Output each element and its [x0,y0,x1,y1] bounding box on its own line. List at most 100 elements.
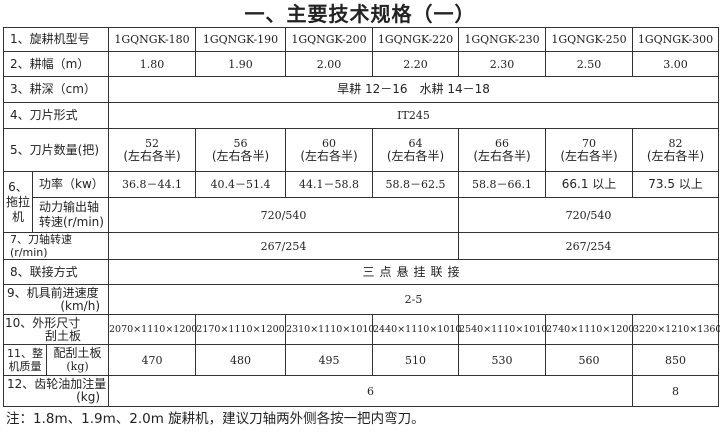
table-row-blade-type: 4、刀片形式 IT245 [2,102,720,129]
value-cell: 510 [372,344,460,376]
value-cell: 2.50 [545,51,634,77]
table-row-blade-count: 5、刀片数量(把) 52 (左右各半) 56 (左右各半) 60 (左右各半) 64(… [2,128,720,172]
value-cell: 58.8－66.1 [458,171,547,198]
model-cell: 1GQNGK-220 [372,27,460,52]
value-cell: 470 [108,344,197,376]
value-cell: 1.90 [195,51,287,77]
value-cell: 66.1 以上 [545,171,634,198]
label-unit: (kg) [76,390,101,404]
value-cell: 6 [108,375,634,407]
count: 56 [233,137,248,150]
value-cell: IT245 [108,102,720,129]
count: 82 [668,137,683,150]
label-line: 10、外形尺寸 [5,315,81,330]
row-label: 功率（kw） [31,171,110,198]
row-label: 1、旋耕机型号 [2,27,110,52]
table-row-pto: 动力输出轴转速(r/min) 720/540 720/540 [4,197,720,233]
table-row-speed: 9、机具前进速度 (km/h) 2-5 [2,284,720,315]
value-cell: 60 (左右各半) [285,128,374,172]
value-cell: 66 (左右各半) [458,128,547,172]
value-cell: 70 (左右各半) [545,128,634,172]
row-label: 2、耕幅（m） [2,51,110,77]
label-main: 11、整机质量 [4,345,47,375]
value-cell: 3220×1210×1360 [632,314,720,345]
row-label: 12、齿轮油加注量 (kg) [2,375,110,407]
value-cell: 52 (左右各半) [108,128,197,172]
value-cell: 64 (左右各半) [372,128,460,172]
label-line: 9、机具前进速度 [7,285,99,300]
count-note: (左右各半) [300,149,358,163]
value-cell: 40.4－51.4 [195,171,287,198]
row-label: 3、耕深（cm） [2,76,110,103]
row-label: 6、拖拉机 [3,171,33,233]
table-row-dims: 10、外形尺寸 刮土板 2070×1110×1200 2170×1110×1200… [2,314,720,345]
spec-table: 1、旋耕机型号 1GQNGK-180 1GQNGK-190 1GQNGK-200… [2,27,720,407]
count-note: (左右各半) [211,149,270,163]
table-row-power: 6、拖拉机 功率（kw） 36.8－44.1 40.4－51.4 44.1－58… [3,171,720,233]
count: 70 [582,137,597,150]
count-note: (左右各半) [123,149,181,163]
row-label: 7、刀轴转速(r/min) [2,232,110,260]
value-cell: 2-5 [108,284,720,315]
value-cell: 2170×1110×1200 [195,314,287,345]
model-cell: 1GQNGK-230 [458,27,547,52]
value-cell: 1.80 [108,51,197,77]
table-row-depth: 3、耕深（cm） 旱耕 12－16 水耕 14－18 [2,76,720,103]
row-label: 动力输出轴转速(r/min) [31,197,110,233]
label-line: 配刮土板 [53,346,102,360]
count-note: (左右各半) [473,149,531,163]
table-row-model: 1、旋耕机型号 1GQNGK-180 1GQNGK-190 1GQNGK-200… [2,27,720,52]
value-cell: 267/254 [108,232,460,260]
count-note: (左右各半) [560,149,618,163]
table-row-mass: 11、整机质量 配刮土板 (kg) 470 480 495 510 530 560… [2,344,720,376]
value-cell: 2740×1110×1200 [545,314,634,345]
value-cell: 3.00 [632,51,720,77]
mass-label-box: 11、整机质量 配刮土板 (kg) [4,345,108,375]
count-note: (左右各半) [646,149,705,163]
value-cell: 850 [632,344,720,376]
model-cell: 1GQNGK-180 [108,27,197,52]
value-cell: 73.5 以上 [632,171,720,198]
value-cell: 82 (左右各半) [632,128,720,172]
value-cell: 267/254 [458,232,720,260]
model-cell: 1GQNGK-250 [545,27,634,52]
value-cell: 2540×1110×1010 [458,314,547,345]
value-cell: 56 (左右各半) [195,128,287,172]
value-cell: 36.8－44.1 [108,171,197,198]
value-cell: 8 [632,375,720,407]
value-cell: 2.30 [458,51,547,77]
value-cell: 2310×1110×1010 [285,314,374,345]
label-line: 刮土板 [45,328,82,343]
label-sub: 配刮土板 (kg) [47,345,108,375]
value-cell: 480 [195,344,287,376]
row-label: 5、刀片数量(把) [2,128,110,172]
label-unit: (kg) [66,360,89,373]
value-cell: 720/540 [108,197,460,233]
count: 60 [322,137,337,150]
label-unit: (km/h) [60,298,101,313]
page-title: 一、主要技术规格（一） [244,2,476,26]
value-cell: 495 [285,344,374,376]
value-cell: 560 [545,344,634,376]
count-note: (左右各半) [386,149,445,163]
value-cell: 2070×1110×1200 [108,314,197,345]
value-cell: 2.20 [372,51,460,77]
value-cell: 720/540 [458,197,720,233]
row-label: 10、外形尺寸 刮土板 [2,314,110,345]
count: 64 [408,137,423,150]
row-label: 8、联接方式 [2,259,110,285]
value-cell: 58.8－62.5 [372,171,460,198]
model-cell: 1GQNGK-200 [285,27,374,52]
table-row-shaft-speed: 7、刀轴转速(r/min) 267/254 267/254 [2,232,720,260]
row-label: 11、整机质量 配刮土板 (kg) [2,344,110,376]
model-cell: 1GQNGK-300 [632,27,720,52]
content: 1、旋耕机型号 1GQNGK-180 1GQNGK-190 1GQNGK-200… [2,27,720,429]
table-row-hitch: 8、联接方式 三点悬挂联接 [2,259,720,285]
table-row-width: 2、耕幅（m） 1.80 1.90 2.00 2.20 2.30 2.50 3.… [2,51,720,77]
value-cell: 旱耕 12－16 水耕 14－18 [108,76,720,103]
row-label: 9、机具前进速度 (km/h) [2,284,110,315]
row-label: 4、刀片形式 [2,102,110,129]
value-cell: 2.00 [285,51,374,77]
label-line: 12、齿轮油加注量 [7,377,107,391]
value-cell: 三点悬挂联接 [108,259,720,285]
